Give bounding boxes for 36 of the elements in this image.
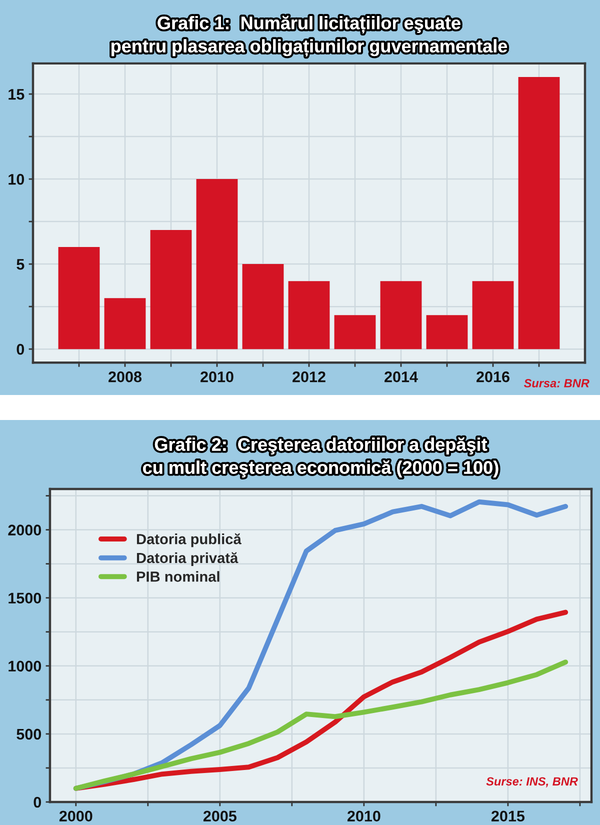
bar [518, 77, 560, 350]
bar [472, 281, 514, 350]
bar [242, 264, 284, 350]
chart-title: Grafic 1: Numărul licitațiilor eşuate pentru plasarea obligațiunilor guvernamentale [112, 16, 508, 57]
bar [104, 298, 146, 350]
x-tick-label: 2010 [347, 810, 380, 822]
chart-title: Grafic 2: Creşterea datoriilor a depăşit cu mult creşterea economică (2000 = 100) [143, 437, 498, 478]
x-tick-label: 2012 [292, 371, 326, 382]
x-tick-label: 2000 [59, 810, 92, 822]
annotation: Surse: INS, BNR [486, 777, 578, 788]
bar [150, 230, 192, 350]
bar [380, 281, 422, 350]
bar [426, 315, 468, 350]
y-tick-label: 10 [8, 174, 24, 185]
y-tick-label: 0 [16, 344, 24, 355]
x-tick-label: 2010 [200, 371, 234, 382]
bar [58, 247, 100, 350]
x-tick-label: 2016 [476, 371, 510, 382]
y-tick-label: 0 [34, 796, 42, 808]
x-tick-label: 2015 [491, 810, 525, 822]
x-tick-label: 2005 [203, 810, 236, 822]
legend-label: Datoria privată [136, 552, 238, 566]
bar [288, 281, 330, 350]
legend-label: PIB nominal [136, 571, 220, 582]
x-tick-label: 2014 [384, 371, 418, 382]
legend-label: Datoria publică [136, 533, 242, 548]
y-tick-label: 15 [8, 89, 24, 100]
y-tick-label: 1000 [8, 660, 42, 672]
text: Sursa: BNR [524, 379, 590, 388]
bar [196, 179, 238, 350]
y-tick-label: 2000 [8, 524, 42, 536]
y-tick-label: 1500 [8, 592, 42, 604]
bar [334, 315, 376, 350]
y-tick-label: 5 [16, 259, 24, 270]
x-tick-label: 2008 [108, 371, 142, 382]
y-tick-label: 500 [16, 728, 42, 740]
